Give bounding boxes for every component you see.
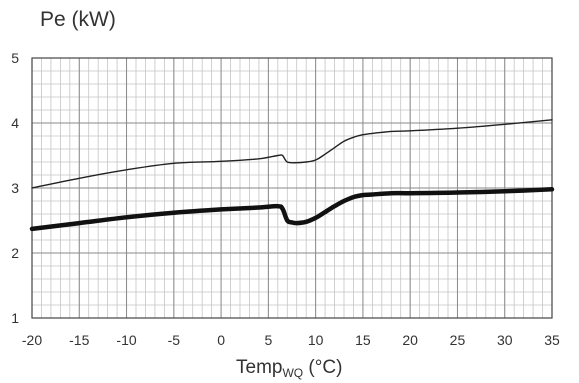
x-axis-label-unit: (°C)	[303, 357, 343, 378]
x-axis-label-subscript: WQ	[282, 366, 304, 380]
y-tick-label: 5	[11, 50, 19, 66]
series-line-1-thin	[31, 119, 553, 189]
y-tick-label: 4	[11, 115, 19, 131]
x-tick-label: 10	[308, 332, 324, 348]
x-axis-label-main: Temp	[236, 357, 283, 378]
y-tick-label: 3	[11, 180, 19, 196]
x-tick-label: 25	[450, 332, 466, 348]
series-line-2-thick	[29, 187, 555, 232]
y-tick-label: 1	[11, 310, 19, 326]
x-tick-label: 30	[497, 332, 513, 348]
y-axis-label: Pe (kW)	[40, 8, 116, 31]
series-lines	[29, 119, 555, 232]
x-tick-label: -5	[168, 332, 181, 348]
x-tick-label: 15	[355, 332, 371, 348]
y-tick-labels: 1 2 3 4 5	[11, 50, 19, 326]
x-tick-label: 35	[544, 332, 560, 348]
x-tick-labels: -20 -15 -10 -5 0 5 10 15 20 25 30 35	[22, 332, 560, 348]
x-tick-label: -10	[116, 332, 136, 348]
x-tick-label: -15	[69, 332, 89, 348]
x-axis-label: TempWQ (°C)	[236, 357, 342, 380]
x-tick-label: 5	[264, 332, 272, 348]
x-tick-label: -20	[22, 332, 42, 348]
y-tick-label: 2	[11, 245, 19, 261]
x-tick-label: 0	[217, 332, 225, 348]
x-tick-label: 20	[402, 332, 418, 348]
